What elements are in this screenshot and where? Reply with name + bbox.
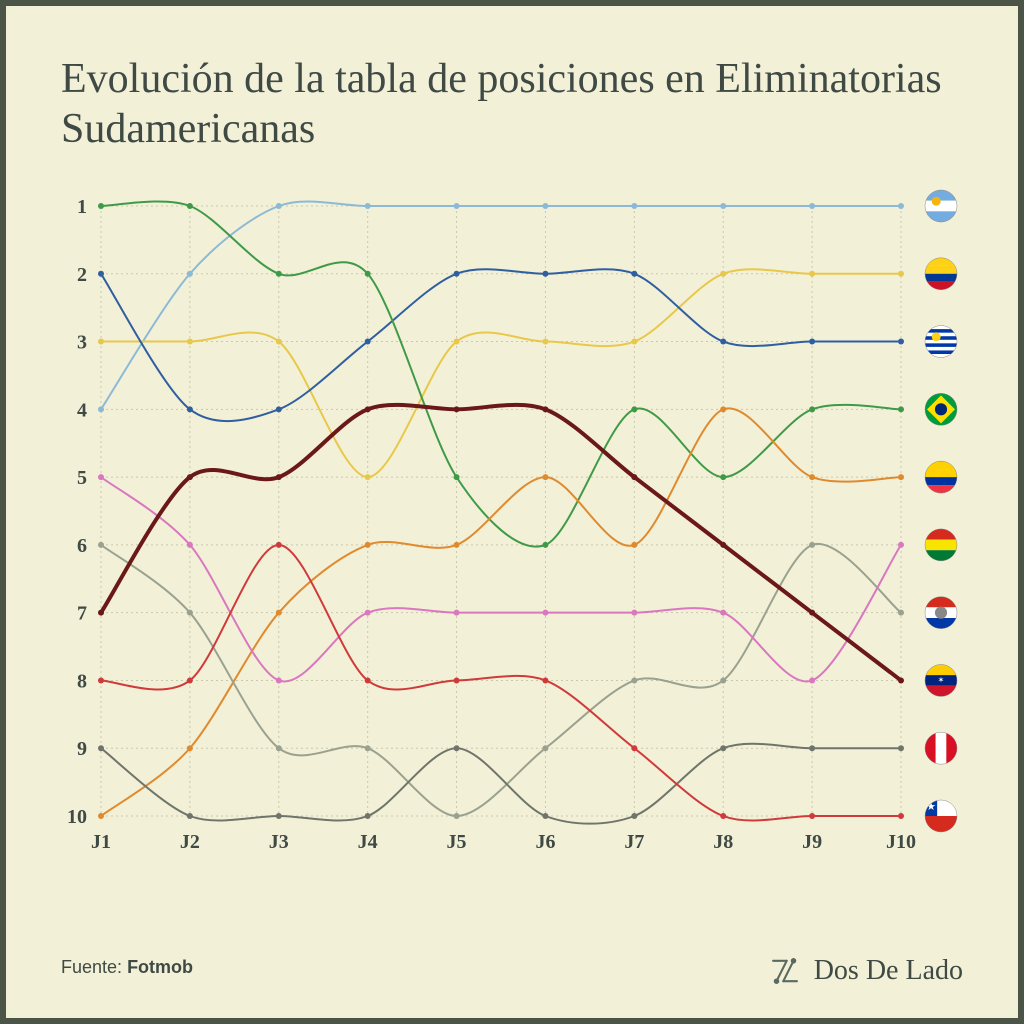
series-per <box>98 744 904 824</box>
y-tick-label: 4 <box>77 399 87 421</box>
x-tick-label: J8 <box>713 831 733 853</box>
flag-bol <box>925 529 957 561</box>
chart-title: Evolución de la tabla de posiciones en E… <box>61 54 958 155</box>
y-tick-label: 2 <box>77 264 87 286</box>
y-tick-label: 5 <box>77 467 87 489</box>
source-label: Fuente: <box>61 957 122 977</box>
y-tick-label: 9 <box>77 738 87 760</box>
x-tick-label: J2 <box>180 831 200 853</box>
brand-logo-icon <box>768 954 802 988</box>
flag-col <box>925 258 957 290</box>
x-tick-label: J5 <box>447 831 467 853</box>
flag-arg <box>925 190 957 222</box>
flag-ven: ✶ <box>925 664 957 696</box>
flag-chi: ★ <box>925 800 957 832</box>
x-tick-label: J1 <box>91 831 111 853</box>
x-tick-label: J9 <box>802 831 822 853</box>
flag-bra <box>925 393 957 425</box>
bump-chart-svg: 12345678910J1J2J3J4J5J6J7J8J9J10✶★ <box>61 206 971 886</box>
chart-area: 12345678910J1J2J3J4J5J6J7J8J9J10✶★ <box>61 206 971 886</box>
flag-uru <box>925 326 957 358</box>
flag-par <box>925 597 957 629</box>
source-credit: Fuente: Fotmob <box>61 957 193 978</box>
flag-per <box>925 732 957 764</box>
y-tick-label: 6 <box>77 535 87 557</box>
source-value: Fotmob <box>127 957 193 977</box>
flag-ecu <box>925 461 957 493</box>
x-tick-label: J10 <box>886 831 916 853</box>
x-tick-label: J4 <box>358 831 378 853</box>
brand-text: Dos De Lado <box>814 955 963 987</box>
series-col <box>98 269 904 480</box>
series-ven <box>98 405 904 684</box>
x-tick-label: J7 <box>624 831 644 853</box>
y-tick-label: 1 <box>77 196 87 218</box>
y-tick-label: 10 <box>67 806 87 828</box>
series-bra <box>98 201 904 547</box>
brand-credit: Dos De Lado <box>768 954 963 988</box>
x-tick-label: J3 <box>269 831 289 853</box>
svg-text:✶: ✶ <box>938 675 945 684</box>
x-tick-label: J6 <box>535 831 555 853</box>
y-tick-label: 3 <box>77 332 87 354</box>
y-tick-label: 7 <box>77 603 87 625</box>
series-arg <box>98 201 904 412</box>
y-tick-label: 8 <box>77 670 87 692</box>
series-uru <box>98 269 904 421</box>
grid <box>101 206 901 816</box>
